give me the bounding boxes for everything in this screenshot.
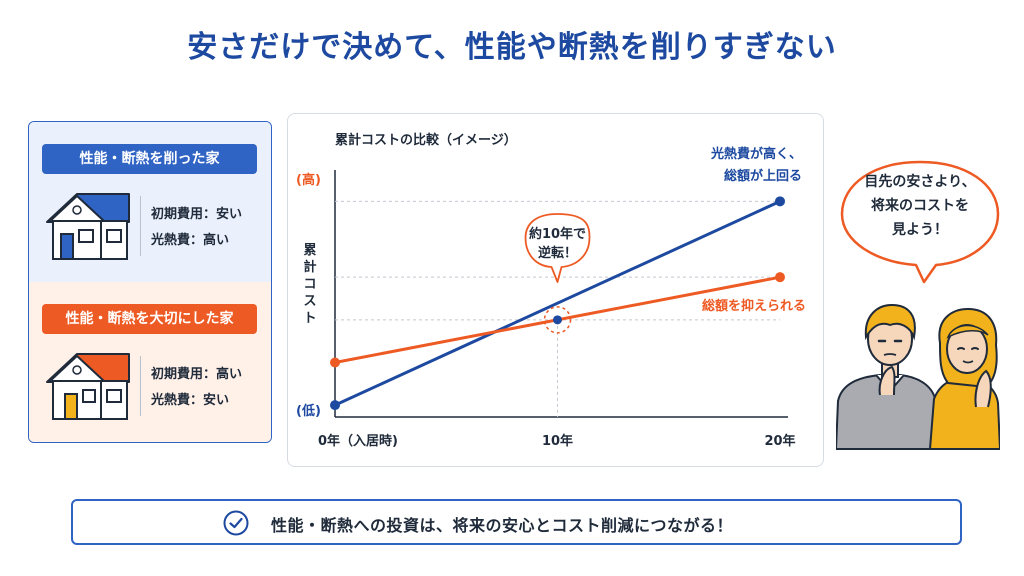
y-axis-label-char: 累 [303,242,316,258]
blue-house-icon [46,193,130,260]
cut-energy-cost: 光熱費：高い [151,233,230,248]
cut-line-annotation-1: 光熱費が高く、 [710,146,802,162]
speech-bubble [840,160,1000,284]
house-comparison-panel: 性能・断熱を削った家 初期費用：安い 光熱費：高い 性能・断熱を大切にした家 [28,121,272,443]
data-point [330,400,340,411]
chart-card: 累計コストの比較（イメージ） (高) (低) 累計コスト 0年（入居時) 10年 20年 約1… [287,113,824,467]
cut-line-annotation-2: 総額が上回る [724,168,802,184]
page-title: 安さだけで決めて、性能や断熱を削りすぎない [187,30,837,65]
cut-house-section: 性能・断熱を削った家 初期費用：安い 光熱費：高い [29,122,271,282]
data-point [775,272,785,283]
data-point [330,357,340,368]
data-point [775,196,785,207]
divider [140,356,141,416]
divider [140,196,141,256]
y-axis-label-char: コ [303,277,316,292]
speech-text: 目先の安さより、 将来のコストを 見よう！ [842,170,998,242]
care-energy-cost: 光熱費：安い [151,393,230,408]
speech-line-1: 目先の安さより、 [864,174,976,190]
thinking-couple-illustration [836,303,1000,450]
x-tick-label: 10年 [542,433,573,449]
care-initial-cost: 初期費用：高い [151,367,243,382]
cut-initial-cost: 初期費用：安い [151,207,243,222]
cut-house-cost-line [333,199,782,407]
summary-banner: 性能・断熱への投資は、将来の安心とコスト削減につながる！ [71,499,962,545]
orange-house-icon [46,353,130,420]
crossover-text-1: 約10年で [529,226,586,242]
cut-house-label: 性能・断熱を削った家 [42,144,257,174]
cost-line-chart: 累計コストの比較（イメージ） (高) (低) 累計コスト 0年（入居時) 10年 20年 約1… [296,132,806,449]
y-axis-label-char: ス [303,294,316,309]
care-house-section: 性能・断熱を大切にした家 初期費用：高い 光熱費：安い [29,282,271,442]
crossover-bubble [524,213,591,283]
check-circle-icon [223,510,249,536]
y-high-label: (高) [296,172,321,188]
crossover-marker [543,306,572,334]
care-house-label: 性能・断熱を大切にした家 [42,304,257,334]
y-axis-label-char: 計 [303,259,316,275]
care-line-annotation: 総額を抑えられる [702,298,806,314]
y-low-label: (低) [296,403,321,419]
speech-line-3: 見よう！ [892,222,948,238]
speech-line-2: 将来のコストを [871,198,969,214]
cut-house-facts: 初期費用：安い 光熱費：高い [151,202,242,254]
care-house-facts: 初期費用：高い 光熱費：安い [151,362,242,414]
x-tick-label: 0年（入居時) [318,433,398,449]
crossover-point [553,315,562,325]
x-tick-label: 20年 [764,433,795,449]
banner-text: 性能・断熱への投資は、将来の安心とコスト削減につながる！ [271,516,734,535]
y-axis-label-char: ト [303,311,316,326]
crossover-text-2: 逆転！ [538,245,577,261]
chart-title: 累計コストの比較（イメージ） [335,132,517,148]
